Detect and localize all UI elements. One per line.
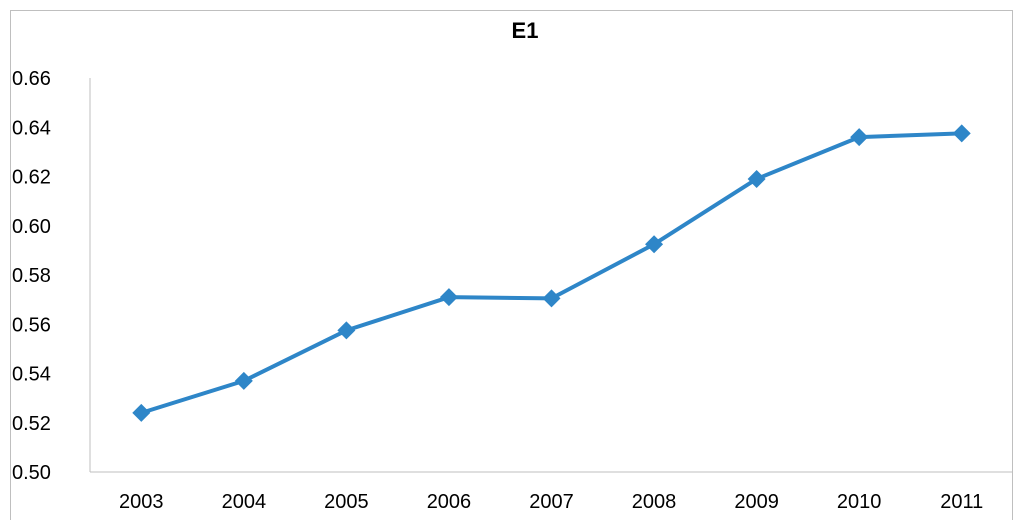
series-line [140,131,962,415]
data-point-diamond [337,321,356,340]
data-point-diamond [747,169,766,188]
data-point-diamond [542,289,561,308]
y-tick-label: 0.56 [12,314,51,336]
x-tick-label: 2010 [837,491,882,513]
data-point-diamond [645,235,664,254]
data-point-diamond [850,128,869,147]
y-tick-label: 0.54 [12,364,51,386]
y-tick-label: 0.66 [12,68,51,90]
x-tick-label: 2011 [940,491,983,513]
y-tick-label: 0.64 [12,117,51,139]
chart-title: E1 [512,18,539,43]
x-tick-label: 2009 [734,491,779,513]
x-tick-label: 2005 [324,491,369,513]
y-tick-label: 0.58 [12,265,51,287]
data-point-diamond [132,403,151,422]
x-tick-label: 2003 [119,491,164,513]
y-tick-label: 0.52 [12,413,51,435]
y-tick-label: 0.62 [12,167,51,189]
y-tick-label: 0.60 [12,216,51,238]
series-layer [132,124,971,422]
x-tick-label: 2004 [222,491,267,513]
data-point-diamond [439,288,458,307]
x-tick-labels: 2003 2004 2005 2006 2007 2008 2009 2010 2011 [119,491,983,513]
y-tick-label: 0.50 [12,462,51,484]
chart-frame [10,10,1013,520]
y-tick-labels: 0.50 0.52 0.54 0.56 0.58 0.60 0.62 0.64 0.66 [12,68,51,484]
data-point-diamond [952,124,971,143]
x-tick-label: 2006 [427,491,472,513]
data-point-diamond [234,371,253,390]
x-tick-label: 2007 [529,491,574,513]
x-tick-label: 2008 [632,491,677,513]
